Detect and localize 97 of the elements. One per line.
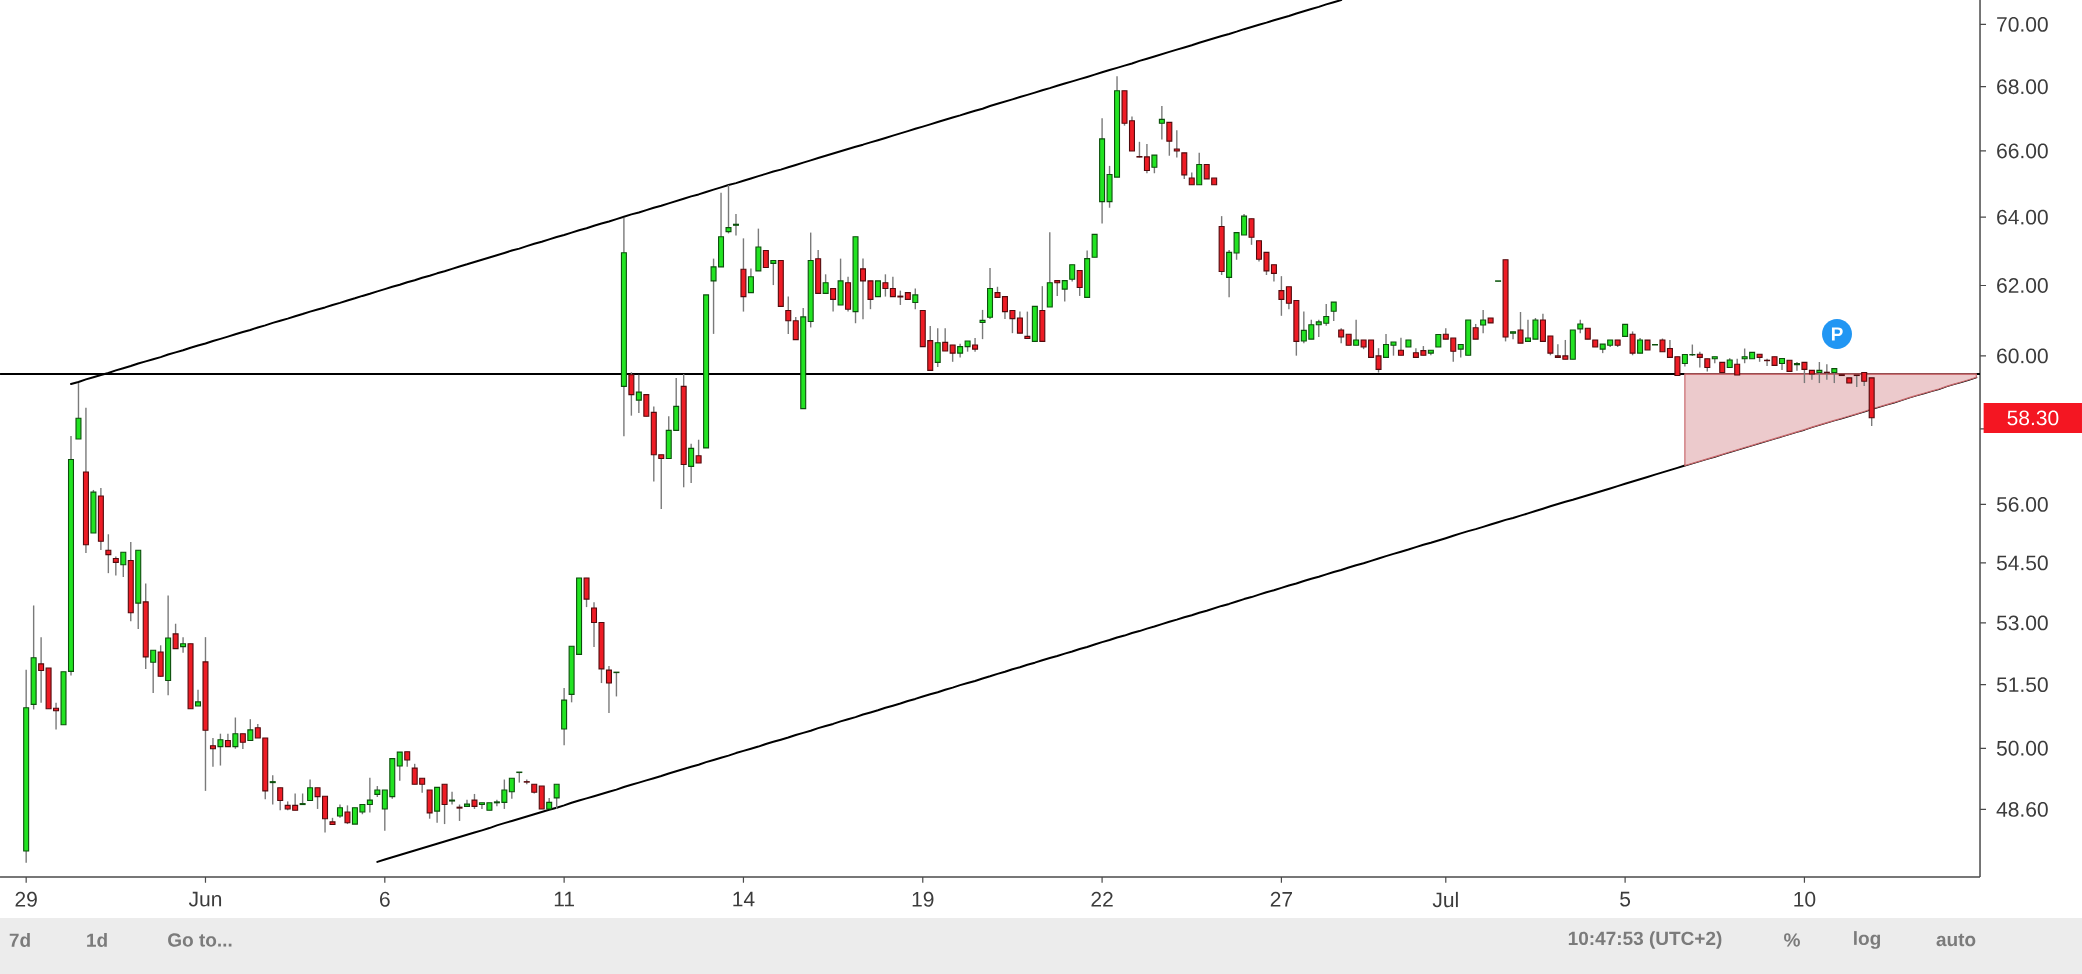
candlestick bbox=[785, 295, 792, 335]
candlestick bbox=[1151, 154, 1158, 174]
x-tick-label: 19 bbox=[912, 891, 934, 907]
candlestick bbox=[344, 804, 351, 825]
text: 7d bbox=[9, 933, 30, 947]
candlestick bbox=[688, 443, 695, 484]
candlestick bbox=[643, 393, 650, 418]
x-tick-label: 10 bbox=[1794, 891, 1816, 907]
candlestick bbox=[792, 316, 799, 341]
candlestick bbox=[172, 623, 179, 650]
candlestick bbox=[725, 184, 732, 235]
candlestick bbox=[770, 259, 777, 286]
candlestick bbox=[747, 267, 754, 294]
candlestick bbox=[1397, 337, 1404, 356]
candlestick bbox=[1816, 361, 1823, 384]
candlestick bbox=[934, 327, 941, 368]
candlestick bbox=[1480, 309, 1487, 334]
candlestick bbox=[1517, 311, 1524, 344]
candlestick bbox=[1801, 361, 1808, 384]
candlestick bbox=[307, 778, 314, 802]
candlestick bbox=[553, 783, 560, 810]
y-tick-label: 60.00 bbox=[1997, 348, 2048, 364]
candlestick bbox=[822, 273, 829, 295]
text: 58.30 bbox=[2007, 410, 2059, 426]
candlestick bbox=[247, 718, 254, 742]
x-tick-label: 27 bbox=[1270, 891, 1293, 907]
text: auto bbox=[1936, 933, 1976, 947]
x-tick-label: 11 bbox=[554, 891, 574, 907]
text: % bbox=[1784, 933, 1800, 947]
candlestick bbox=[1196, 152, 1203, 186]
candlestick bbox=[195, 689, 202, 707]
y-tick-label: 68.00 bbox=[1997, 79, 2048, 95]
candlestick bbox=[1510, 331, 1517, 340]
candlestick bbox=[1091, 233, 1098, 258]
y-tick-label: 50.00 bbox=[1996, 740, 2048, 756]
candlestick bbox=[269, 774, 276, 806]
candlestick bbox=[180, 636, 187, 654]
candlestick bbox=[1629, 330, 1636, 356]
candlestick bbox=[277, 787, 284, 811]
candlestick bbox=[979, 309, 986, 340]
candlestick bbox=[1793, 361, 1800, 372]
candlestick bbox=[635, 374, 642, 414]
candlestick bbox=[1173, 129, 1180, 159]
y-tick-label: 56.00 bbox=[1996, 497, 2048, 512]
candlestick bbox=[209, 737, 216, 768]
candlestick bbox=[1248, 218, 1255, 246]
candlestick bbox=[112, 555, 119, 577]
candlestick bbox=[150, 649, 157, 694]
candlestick bbox=[75, 382, 82, 440]
candlestick bbox=[449, 791, 456, 806]
text: 10:47:53 (UTC+2) bbox=[1568, 931, 1722, 949]
candlestick bbox=[508, 777, 515, 800]
x-tick-label: 5 bbox=[1620, 891, 1631, 907]
candlestick bbox=[830, 287, 837, 313]
candlestick bbox=[1076, 269, 1083, 297]
y-tick-label: 53.00 bbox=[1996, 615, 2048, 631]
candlestick bbox=[628, 371, 635, 417]
x-tick-label: Jun bbox=[188, 891, 222, 907]
x-tick-label: 14 bbox=[733, 891, 755, 907]
candlestick bbox=[583, 577, 590, 608]
candlestick bbox=[217, 733, 224, 767]
candlestick bbox=[396, 751, 403, 782]
x-tick-label: 29 bbox=[15, 891, 37, 907]
candlestick bbox=[1166, 121, 1173, 157]
x-tick-label: 6 bbox=[380, 891, 390, 907]
candlestick bbox=[695, 439, 702, 464]
text: 1d bbox=[87, 933, 107, 947]
candlestick bbox=[232, 716, 239, 750]
x-tick-label: 22 bbox=[1091, 891, 1113, 907]
candlestick bbox=[426, 789, 433, 820]
candlestick bbox=[441, 783, 448, 825]
y-tick-label: 48.60 bbox=[1996, 802, 2048, 817]
candlestick bbox=[1696, 350, 1703, 369]
annotation: P bbox=[1831, 327, 1843, 341]
candlestick bbox=[1024, 310, 1031, 340]
candlestick bbox=[1061, 279, 1068, 303]
y-tick-label: 66.00 bbox=[1997, 143, 2048, 159]
y-tick-label: 54.50 bbox=[1996, 555, 2048, 571]
x-tick-label: Jul bbox=[1432, 891, 1458, 908]
text: log bbox=[1854, 931, 1881, 949]
candlestick bbox=[732, 213, 739, 237]
candlestick bbox=[1181, 152, 1188, 180]
candlestick bbox=[1330, 301, 1337, 322]
candlestick bbox=[538, 785, 545, 810]
y-tick-label: 64.00 bbox=[1997, 209, 2048, 225]
text: Go to... bbox=[168, 933, 232, 947]
candlestick bbox=[1353, 319, 1360, 346]
candlestick bbox=[120, 551, 127, 578]
y-tick-label: 62.00 bbox=[1997, 278, 2048, 293]
candlestick bbox=[912, 287, 919, 310]
y-tick-label: 51.50 bbox=[1996, 677, 2048, 693]
candlestick bbox=[1158, 105, 1165, 141]
y-tick-label: 70.00 bbox=[1997, 16, 2048, 32]
candlestick bbox=[755, 227, 762, 272]
candlestick bbox=[434, 786, 441, 824]
candlestick bbox=[942, 327, 949, 352]
candlestick bbox=[105, 533, 112, 574]
